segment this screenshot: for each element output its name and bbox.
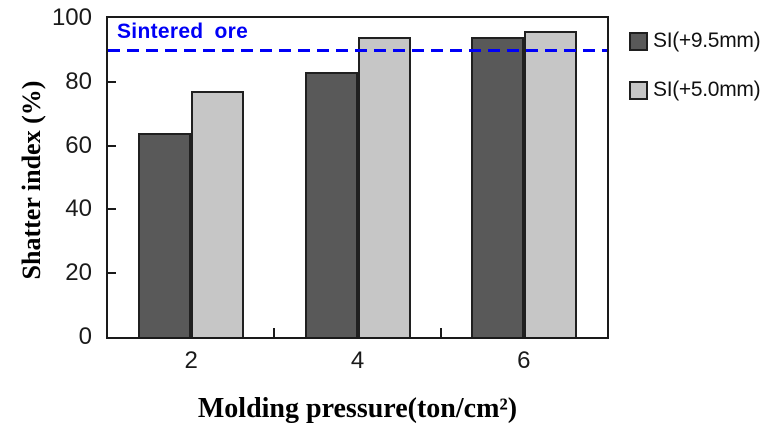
x-tick-label: 4 (350, 347, 365, 374)
y-tick-label: 100 (51, 4, 92, 31)
y-tick-mark (108, 208, 116, 211)
legend-label: SI(+5.0mm) (653, 78, 761, 101)
legend: SI(+9.5mm) SI(+5.0mm) (629, 29, 761, 128)
bar-si-9-5mm-x6 (470, 37, 524, 337)
x-tick-label: 2 (184, 347, 198, 374)
y-tick-mark (108, 272, 116, 275)
bar-si-5-0mm-x4 (357, 37, 411, 337)
legend-item-si-9-5mm: SI(+9.5mm) (629, 29, 761, 52)
reference-line-label: Sintered ore (117, 20, 249, 43)
x-tick-label: 6 (517, 347, 531, 374)
legend-swatch-dark (629, 31, 648, 51)
reference-line (108, 48, 607, 52)
x-axis-title: Molding pressure(ton/cm²) (197, 393, 518, 424)
legend-item-si-5-0mm: SI(+5.0mm) (629, 78, 761, 101)
legend-swatch-light (629, 80, 648, 100)
bar-si-9-5mm-x2 (138, 132, 192, 337)
y-tick-mark (108, 144, 116, 147)
plot-area: Sintered ore (106, 16, 609, 339)
y-tick-label: 40 (65, 195, 92, 223)
legend-label: SI(+9.5mm) (653, 29, 761, 52)
y-tick-mark (108, 80, 116, 83)
y-tick-label: 80 (65, 67, 92, 95)
x-tick-mark (439, 328, 442, 337)
bar-si-5-0mm-x6 (523, 30, 577, 337)
y-axis-title: Shatter index (%) (17, 80, 46, 280)
y-tick-label: 0 (78, 323, 92, 350)
x-tick-mark (273, 328, 276, 337)
y-tick-label: 20 (65, 259, 92, 287)
bar-si-5-0mm-x2 (191, 91, 245, 337)
y-tick-label: 60 (65, 131, 92, 159)
bar-si-9-5mm-x4 (304, 72, 358, 337)
